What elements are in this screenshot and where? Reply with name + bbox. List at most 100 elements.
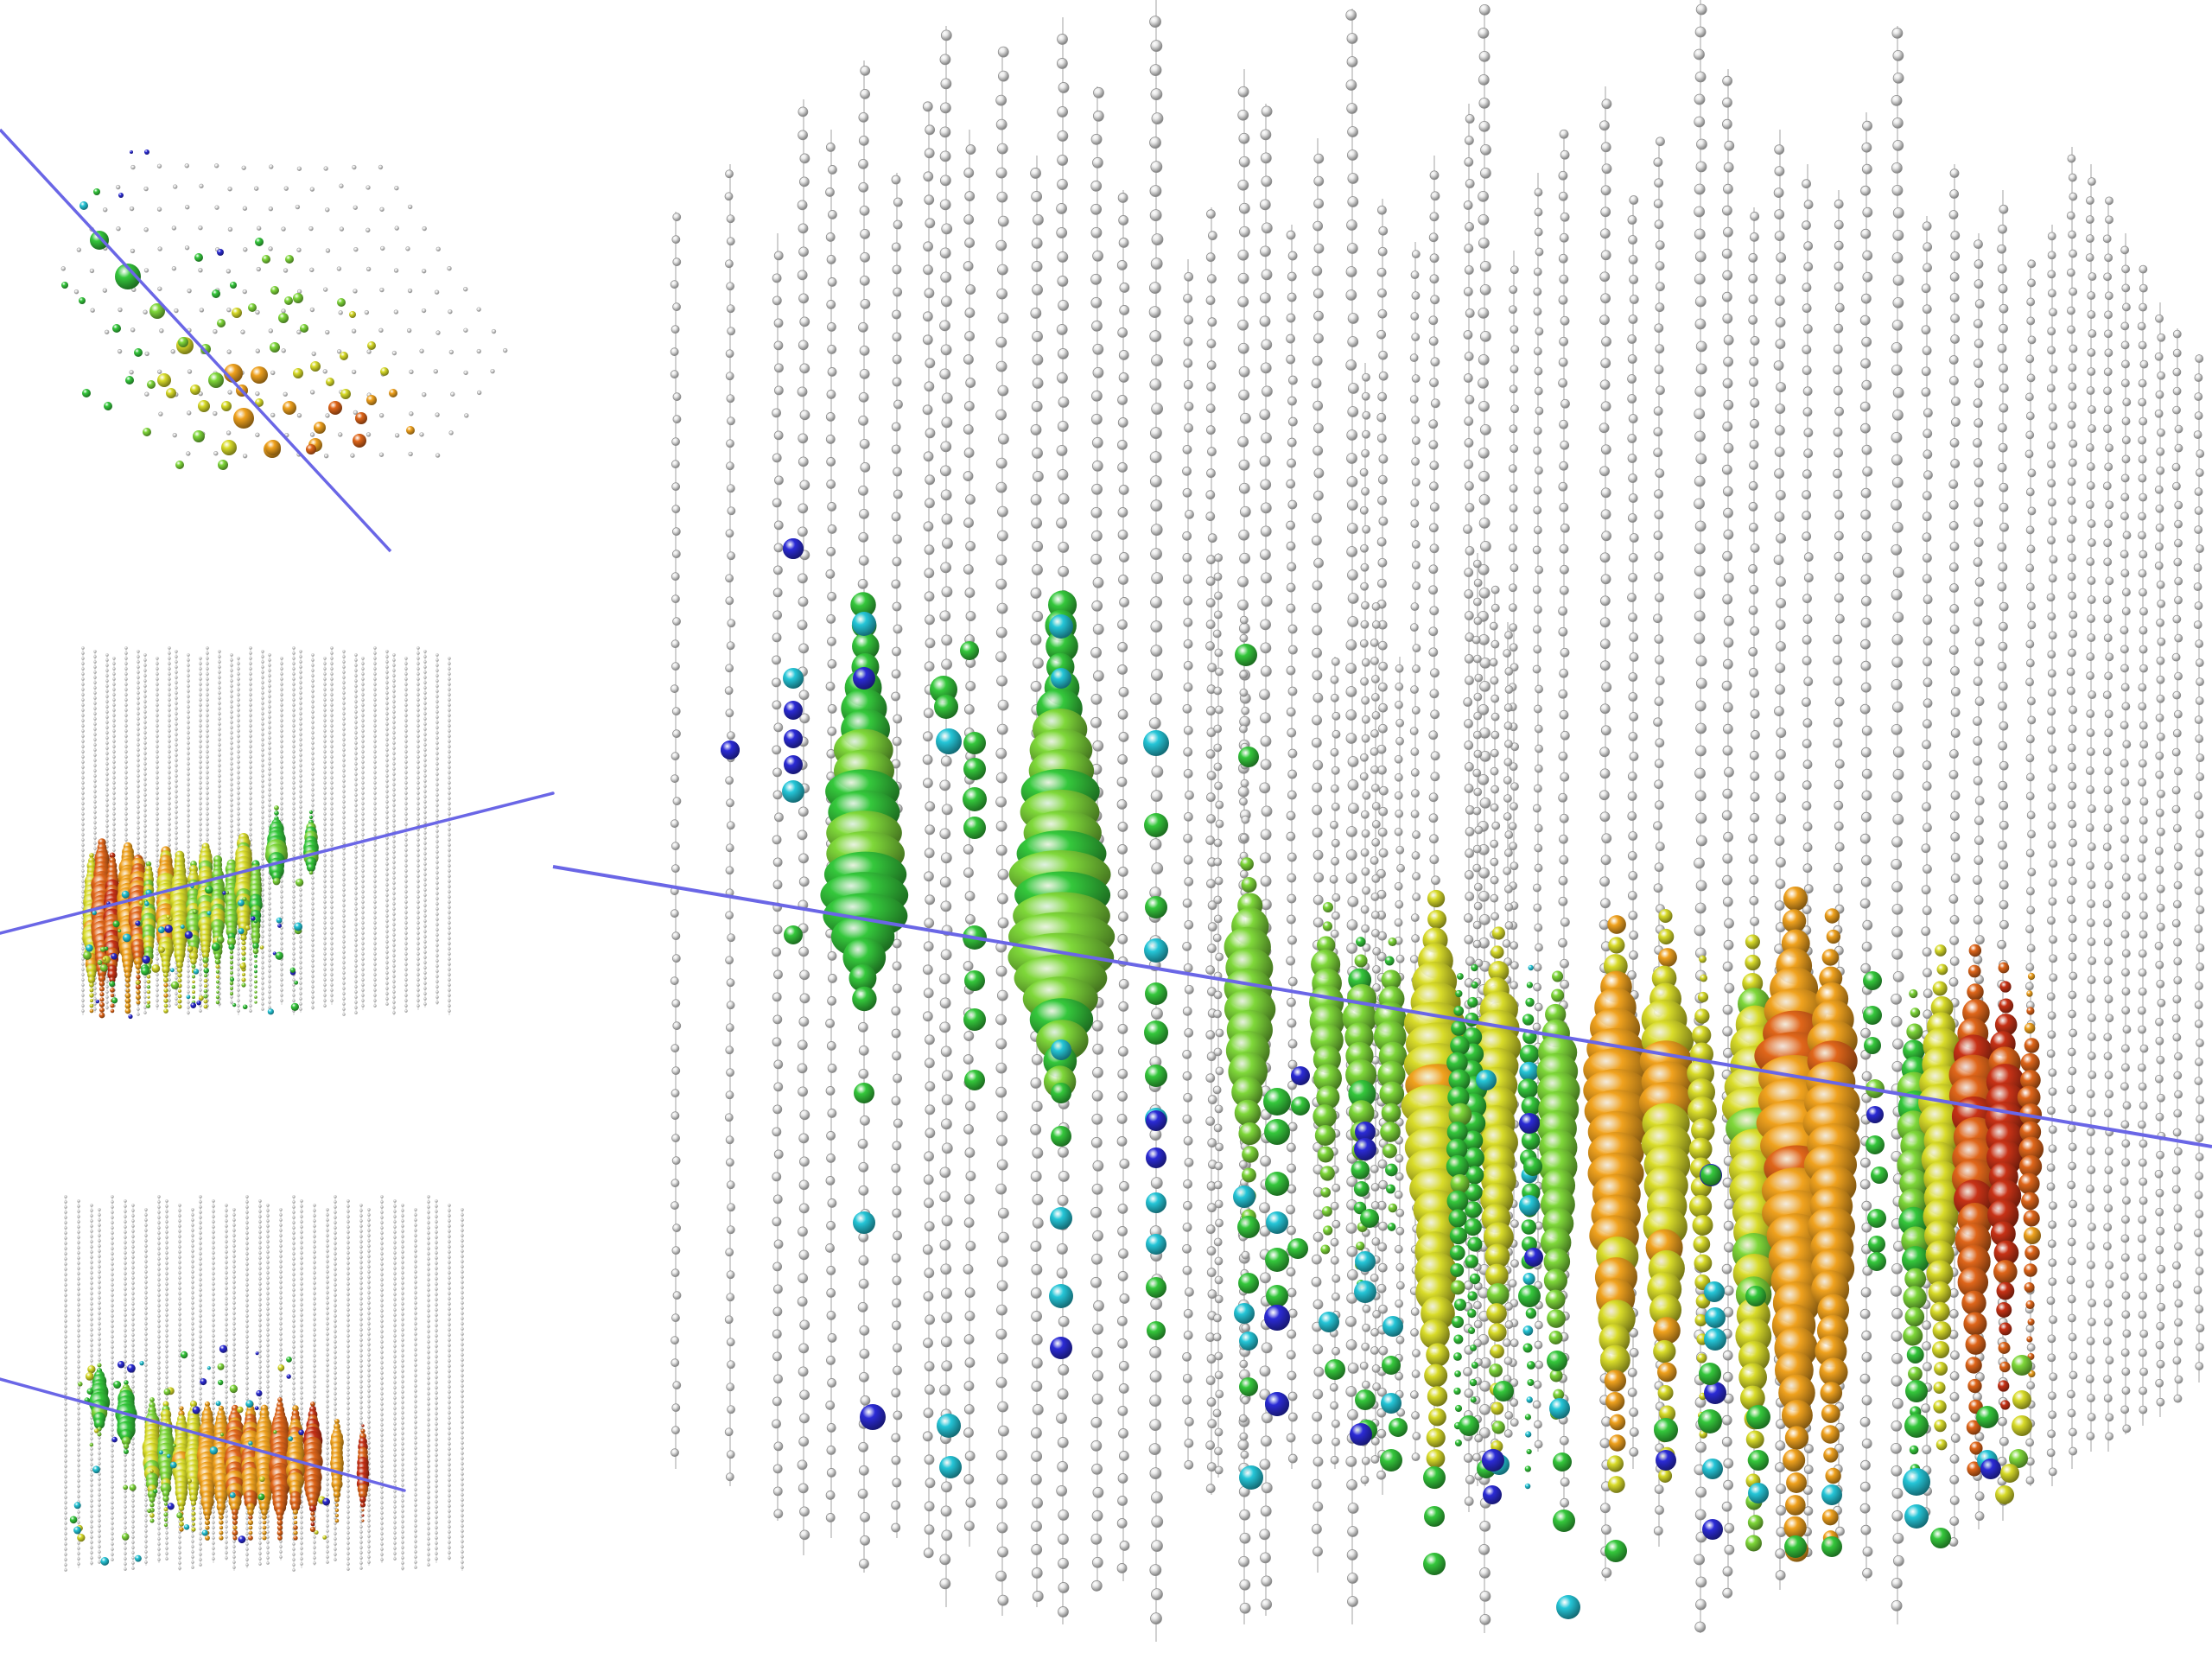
sensor-idle [2155,1283,2164,1293]
sensor-idle [2139,1139,2148,1148]
sensor-idle [1261,595,1273,607]
sensor-idle [859,1371,869,1382]
sensor-idle [2102,234,2112,244]
sensor-idle [2048,631,2057,640]
sensor-idle [2068,173,2077,182]
sensor-idle [892,332,902,342]
sensor-idle [924,591,935,602]
sensor-idle [2156,1397,2165,1407]
sensor-idle [1534,386,1543,396]
sensor-idle [1474,673,1484,683]
sensor-idle [1346,1246,1358,1257]
sensor-idle [892,736,902,747]
sensor-idle [2120,512,2129,521]
sensor-idle [1332,893,1341,902]
sensor-idle [1090,506,1103,518]
sensor-idle [1056,58,1068,69]
sensor-idle [772,1217,782,1227]
sensor-idle [1509,583,1517,593]
sensor-idle [1058,397,1070,408]
sensor-idle [1601,163,1612,175]
sensor-idle [1535,684,1544,694]
sensor-hit [1449,1245,1465,1261]
sensor-idle [1950,1351,1960,1360]
sensor-idle [2068,1066,2077,1076]
sensor-idle [1859,1416,1871,1427]
sensor-idle [1347,779,1359,791]
sensor-idle [1974,458,1983,468]
sensor-hit [1051,1126,1071,1147]
sensor-idle [2069,1199,2078,1209]
sensor-idle [2103,405,2113,415]
sensor-idle [1148,717,1161,729]
sensor-idle [1721,118,1732,130]
sensor-idle [1478,73,1490,86]
sensor-idle [2156,903,2165,912]
sensor-hit [1553,1452,1572,1471]
sensor-idle [671,550,681,559]
sensor-idle [2066,895,2075,905]
sensor-idle [270,412,276,418]
sensor-idle [1395,1172,1404,1181]
sensor-idle [1533,903,1542,912]
sensor-idle [1056,1268,1068,1279]
sensor-idle [1239,226,1250,238]
sensor-idle [773,1284,783,1294]
sensor-idle [1118,575,1128,585]
sensor-idle [1490,839,1499,849]
sensor-idle [825,232,836,242]
sensor-idle [1430,295,1440,305]
sensor-idle [1750,709,1760,719]
sensor-idle [772,498,782,508]
sensor-idle [2194,1077,2203,1086]
sensor-hit [1543,1268,1567,1293]
sensor-idle [129,370,134,375]
sensor-idle [725,1090,734,1100]
sensor-idle [1949,189,1960,199]
sensor-idle [1239,552,1250,564]
sensor-idle [2173,842,2183,852]
sensor-idle [1287,1142,1296,1153]
sensor-idle [2027,830,2036,839]
sensor-idle [2047,802,2056,811]
sensor-idle [1723,334,1734,346]
sensor-idle [925,1384,935,1395]
sensor-idle [1533,645,1542,654]
sensor-hit [1051,668,1071,689]
sensor-idle [1033,214,1044,226]
sensor-idle [1395,845,1405,855]
sensor-idle [1533,287,1542,296]
sensor-hit [1465,1201,1482,1218]
sensor-idle [1834,572,1845,582]
sensor-idle [1238,529,1250,541]
sensor-idle [1372,947,1382,956]
sensor-idle [1695,835,1707,847]
sensor-idle [2193,582,2202,592]
sensor-idle [1376,267,1387,277]
sensor-idle [1286,582,1296,593]
sensor-idle [1695,340,1707,353]
sensor-idle [1287,728,1297,738]
sensor-hit [1866,1135,1885,1154]
sensor-hit [1999,998,2014,1014]
sensor-idle [892,1208,902,1218]
sensor-idle [1312,1523,1322,1535]
sensor-idle [1411,333,1421,342]
sensor-idle [1629,752,1639,761]
sensor-idle [1286,1205,1296,1215]
sensor-idle [1802,179,1811,189]
sensor-idle [1533,883,1541,893]
sensor-idle [1694,93,1706,105]
sensor-idle [964,308,976,318]
sensor-hit [1784,1495,1806,1516]
sensor-idle [2048,745,2056,754]
sensor-idle [1558,896,1568,906]
sensor-idle [1185,509,1194,519]
sensor-idle [1237,1439,1249,1451]
sensor-idle [2174,1375,2183,1384]
sensor-idle [1182,1243,1192,1254]
sensor-idle [2087,576,2096,585]
sensor-idle [1774,512,1785,523]
sensor-idle [1748,274,1758,283]
sensor-idle [1409,955,1419,964]
